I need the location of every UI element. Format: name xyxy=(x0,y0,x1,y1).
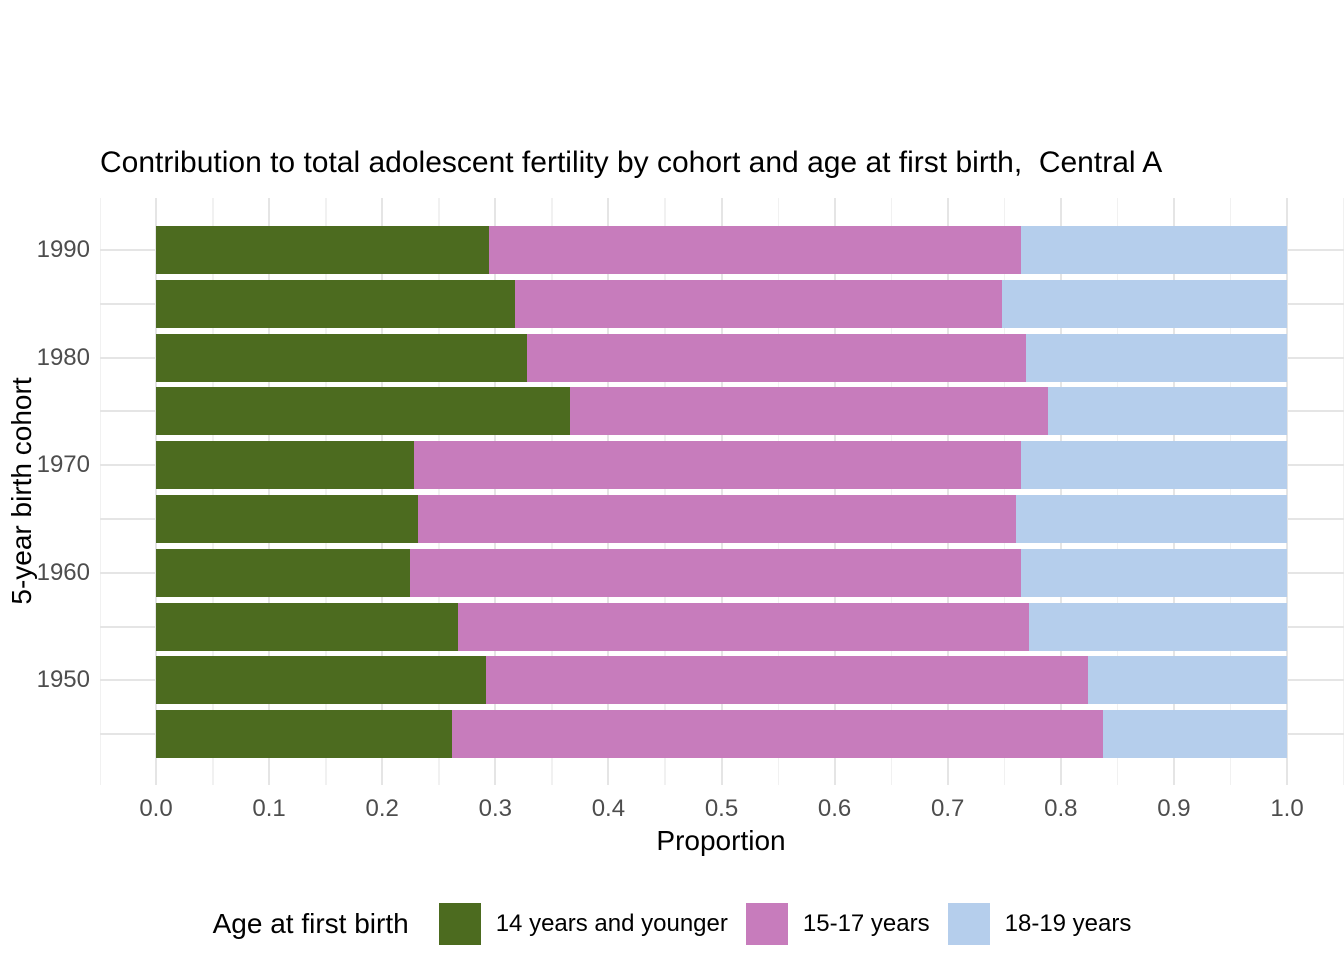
bar-segment-1950-18-19-years xyxy=(1087,656,1287,705)
minor-gridline-vertical xyxy=(1116,198,1119,785)
y-tick-label: 1960 xyxy=(36,558,90,586)
bar-segment-1975-18-19-years xyxy=(1048,387,1287,436)
bar-segment-1945-15-17-years xyxy=(452,710,1103,759)
minor-gridline-vertical xyxy=(1229,198,1232,785)
bar-segment-1945-18-19-years xyxy=(1102,710,1287,759)
legend-swatch-14-years-and-younger xyxy=(438,903,481,945)
y-tick-label: 1990 xyxy=(36,236,90,263)
bar-segment-1955-15-17-years xyxy=(457,602,1030,651)
legend: Age at first birth 14 years and younger 1… xyxy=(0,896,1344,952)
bar-segment-1950-14-years-and-younger xyxy=(156,656,487,705)
bar-segment-1980-14-years-and-younger xyxy=(156,333,527,382)
legend-item: 14 years and younger xyxy=(438,903,728,945)
minor-gridline-vertical xyxy=(890,198,893,785)
bar-segment-1965-18-19-years xyxy=(1015,495,1287,543)
bar-segment-1960-14-years-and-younger xyxy=(156,548,411,597)
legend-swatch-15-17-years xyxy=(745,903,788,945)
bar-segment-1965-14-years-and-younger xyxy=(156,495,419,543)
x-tick-label: 0.2 xyxy=(365,795,399,822)
x-tick-label: 0.7 xyxy=(931,795,965,822)
y-tick-label: 1980 xyxy=(36,343,90,371)
y-tick-label: 1970 xyxy=(36,451,90,479)
bar-segment-1990-14-years-and-younger xyxy=(156,226,489,274)
legend-swatch-18-19-years xyxy=(947,903,990,945)
x-tick-label: 0.6 xyxy=(817,795,852,822)
bar-segment-1985-15-17-years xyxy=(514,279,1002,328)
x-tick-label: 0.3 xyxy=(478,795,512,822)
legend-item-label: 18-19 years xyxy=(1004,910,1132,937)
bar-segment-1945-14-years-and-younger xyxy=(156,710,453,759)
minor-gridline-vertical xyxy=(664,198,666,785)
bar-segment-1975-15-17-years xyxy=(569,387,1049,436)
minor-gridline-vertical xyxy=(1003,198,1006,785)
bar-segment-1970-18-19-years xyxy=(1021,441,1287,490)
legend-items: 14 years and younger 15-17 years 18-19 yea… xyxy=(421,903,1132,945)
major-gridline-vertical xyxy=(833,198,836,785)
bar-segment-1950-15-17-years xyxy=(486,656,1088,705)
x-tick-label: 0.9 xyxy=(1157,795,1191,822)
legend-title: Age at first birth xyxy=(212,908,409,939)
major-gridline-vertical xyxy=(946,198,949,785)
major-gridline-vertical xyxy=(381,198,384,785)
major-gridline-vertical xyxy=(607,198,610,785)
major-gridline-vertical xyxy=(1172,198,1175,785)
legend-item: 18-19 years xyxy=(947,903,1132,945)
bar-segment-1975-14-years-and-younger xyxy=(156,387,570,436)
bar-segment-1990-18-19-years xyxy=(1021,226,1287,274)
bar-segment-1970-15-17-years xyxy=(413,441,1022,490)
x-tick-label: 0.1 xyxy=(252,795,286,822)
plot-panel xyxy=(100,198,1344,785)
minor-gridline-vertical xyxy=(551,198,553,785)
bar-segment-1970-14-years-and-younger xyxy=(156,441,414,490)
minor-gridline-vertical xyxy=(777,198,780,785)
major-gridline-vertical xyxy=(720,198,723,785)
chart-title: Contribution to total adolescent fertili… xyxy=(100,146,1163,179)
bar-segment-1990-15-17-years xyxy=(488,226,1022,274)
bar-segment-1980-15-17-years xyxy=(526,333,1026,382)
x-tick-label: 1.0 xyxy=(1270,795,1304,822)
x-tick-label: 0.5 xyxy=(704,795,739,822)
bar-segment-1955-14-years-and-younger xyxy=(156,602,458,651)
bar-segment-1960-18-19-years xyxy=(1021,548,1287,597)
legend-item: 15-17 years xyxy=(745,903,930,945)
bar-segment-1985-14-years-and-younger xyxy=(156,279,515,328)
bar-segment-1960-15-17-years xyxy=(410,548,1022,597)
major-gridline-vertical xyxy=(1059,198,1062,785)
major-gridline-vertical xyxy=(268,198,271,785)
y-tick-label: 1950 xyxy=(36,666,90,694)
panel-edge-line-left xyxy=(100,198,101,785)
x-tick-label: 0.8 xyxy=(1044,795,1078,822)
minor-gridline-vertical xyxy=(438,198,440,785)
x-tick-label: 0.4 xyxy=(591,795,626,822)
major-gridline-vertical xyxy=(1286,198,1288,785)
bar-segment-1955-18-19-years xyxy=(1029,602,1287,651)
x-axis-title: Proportion xyxy=(656,825,786,856)
legend-item-label: 15-17 years xyxy=(802,910,930,937)
minor-gridline-vertical xyxy=(212,198,214,785)
bar-segment-1985-18-19-years xyxy=(1001,279,1287,328)
bar-segment-1965-15-17-years xyxy=(418,495,1016,543)
x-tick-label: 0.0 xyxy=(139,795,173,822)
bar-segment-1980-18-19-years xyxy=(1025,333,1287,382)
major-gridline-vertical xyxy=(494,198,497,785)
minor-gridline-vertical xyxy=(325,198,327,785)
major-gridline-vertical xyxy=(155,198,157,785)
legend-item-label: 14 years and younger xyxy=(495,910,728,937)
